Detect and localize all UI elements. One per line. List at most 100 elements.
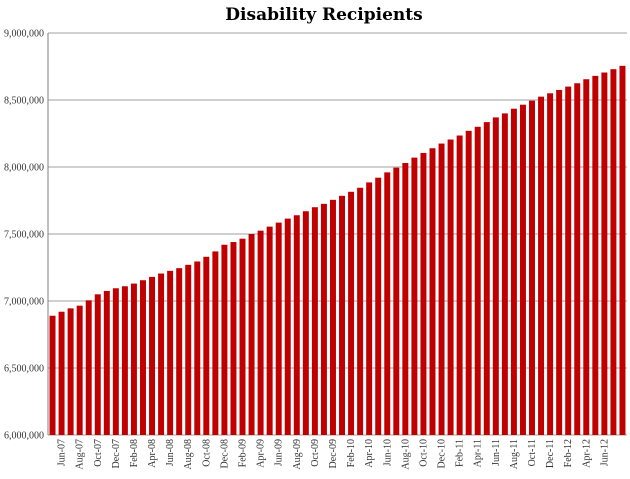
bar-May-08: [158, 273, 165, 435]
x-tick-label: Dec-11: [545, 439, 556, 468]
bar-Jul-08: [176, 268, 183, 435]
bar-Feb-08: [130, 283, 137, 435]
bar-Jan-09: [230, 242, 237, 435]
bar-Apr-11: [474, 126, 481, 436]
bar-Sep-09: [302, 211, 309, 435]
x-tick-label: Aug-10: [400, 439, 411, 470]
bar-Feb-11: [456, 135, 463, 435]
x-axis-ticks: Jun-07 Aug-07 Oct-07 Dec-07 Feb-08 Apr-08 Jun-…: [57, 439, 611, 470]
bar-Sep-10: [411, 157, 418, 435]
bar-May-11: [483, 122, 490, 436]
y-tick-label: 7,500,000: [4, 230, 44, 241]
x-tick-label: Jun-10: [382, 439, 393, 466]
bar-Oct-10: [420, 152, 427, 435]
bar-Aug-09: [293, 215, 300, 435]
bars: [49, 65, 626, 436]
bar-Mar-12: [574, 83, 581, 435]
x-tick-label: Dec-10: [437, 439, 448, 468]
y-tick-label: 9,000,000: [4, 29, 44, 40]
x-tick-label: Aug-09: [292, 439, 303, 470]
bar-Jan-11: [447, 139, 454, 435]
bar-Dec-11: [547, 93, 554, 436]
bar-Mar-08: [140, 280, 146, 435]
bar-Apr-12: [583, 79, 590, 435]
bar-Feb-09: [239, 238, 246, 435]
y-tick-label: 7,000,000: [4, 297, 44, 308]
bar-Dec-10: [438, 143, 445, 436]
x-tick-label: Feb-08: [129, 439, 140, 467]
bar-Feb-12: [565, 86, 572, 435]
bar-Dec-09: [329, 199, 336, 435]
x-tick-label: Aug-08: [183, 439, 194, 470]
x-tick-label: Oct-08: [201, 439, 212, 467]
y-axis-ticks: 6,000,000 6,500,000 7,000,000 7,500,000 8,00…: [4, 29, 44, 442]
bar-Sep-08: [194, 261, 201, 435]
x-tick-label: Aug-11: [509, 439, 520, 469]
bar-Jun-11: [492, 117, 499, 436]
x-tick-label: Oct-09: [310, 439, 321, 467]
x-tick-label: Feb-12: [563, 439, 574, 467]
bar-Sep-07: [85, 300, 92, 435]
y-tick-label: 8,000,000: [4, 163, 44, 174]
bar-May-10: [375, 177, 382, 435]
bar-Jul-09: [284, 218, 291, 435]
bar-Oct-09: [311, 207, 318, 435]
bar-Oct-07: [94, 294, 101, 435]
bar-Jul-12: [610, 69, 617, 436]
bar-Jun-12: [601, 72, 608, 435]
x-tick-label: Apr-12: [581, 439, 592, 468]
bar-Jun-09: [275, 222, 282, 435]
x-tick-label: Aug-07: [75, 439, 86, 470]
bar-Jun-10: [384, 172, 391, 436]
bar-Jan-10: [339, 195, 346, 435]
chart-title: Disability Recipients: [225, 5, 422, 25]
bar-Jul-07: [67, 308, 74, 435]
bar-Oct-11: [529, 100, 535, 436]
bar-Feb-10: [348, 191, 355, 435]
bar-Aug-11: [510, 108, 517, 436]
x-tick-label: Dec-09: [328, 439, 339, 468]
bar-Mar-10: [357, 187, 364, 435]
bar-Sep-11: [519, 104, 526, 435]
bar-Nov-07: [103, 290, 110, 435]
x-tick-label: Jun-08: [165, 439, 176, 466]
x-tick-label: Jun-11: [491, 439, 502, 466]
bar-Nov-08: [212, 251, 219, 435]
bar-Jun-08: [167, 270, 174, 435]
x-tick-label: Apr-08: [147, 439, 158, 468]
bar-Apr-09: [257, 230, 264, 435]
x-tick-label: Oct-11: [527, 439, 538, 466]
bar-Jul-10: [393, 167, 400, 436]
bar-Nov-09: [320, 203, 327, 435]
bar-May-12: [592, 75, 599, 435]
x-tick-label: Oct-07: [93, 439, 104, 467]
x-tick-label: Dec-08: [219, 439, 230, 468]
bar-Dec-08: [221, 244, 228, 435]
x-tick-label: Feb-11: [455, 439, 466, 467]
bar-Aug-07: [76, 305, 83, 435]
bar-May-07: [49, 315, 56, 435]
bar-Apr-08: [149, 276, 156, 435]
y-tick-label: 6,000,000: [4, 431, 44, 442]
bar-Dec-07: [112, 288, 119, 435]
x-tick-label: Dec-07: [111, 439, 122, 468]
x-tick-label: Feb-09: [238, 439, 249, 467]
bar-Oct-08: [203, 256, 210, 435]
bar-Jan-12: [556, 89, 563, 435]
x-tick-label: Jun-12: [599, 439, 610, 466]
bar-May-09: [266, 226, 273, 435]
bar-Jan-08: [121, 286, 128, 435]
bar-Aug-08: [185, 264, 192, 435]
bar-Mar-11: [465, 130, 472, 435]
x-tick-label: Jun-09: [274, 439, 285, 466]
x-tick-label: Jun-07: [57, 439, 68, 466]
bar-Mar-09: [248, 234, 255, 435]
bar-Nov-10: [429, 148, 436, 436]
y-tick-label: 6,500,000: [4, 364, 44, 375]
bar-Apr-10: [366, 182, 373, 435]
bar-Nov-11: [538, 96, 545, 436]
bar-Jul-11: [501, 113, 508, 436]
x-tick-label: Oct-10: [418, 439, 429, 467]
y-tick-label: 8,500,000: [4, 96, 44, 107]
